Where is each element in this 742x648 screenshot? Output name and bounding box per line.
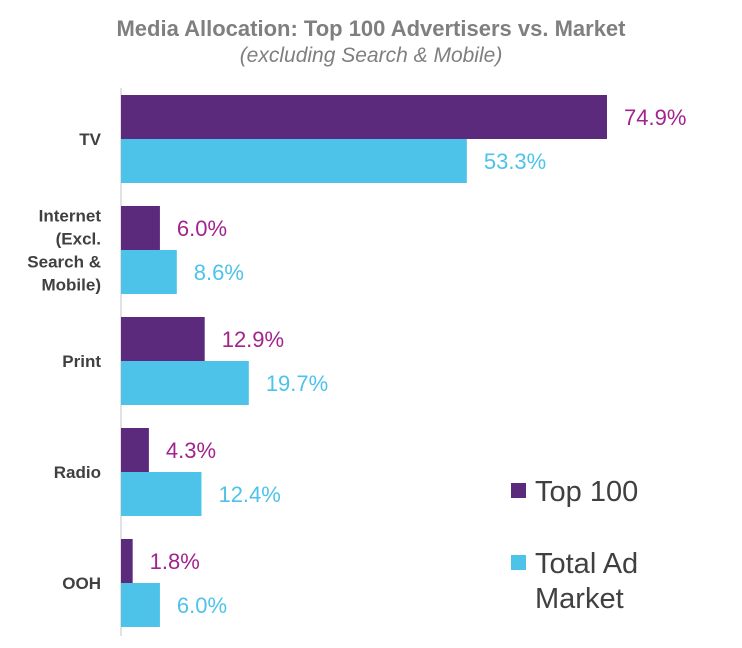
category-label-2-line-0: Print <box>62 352 101 371</box>
bar-market-2 <box>121 361 249 405</box>
bar-top100-3 <box>121 428 149 472</box>
category-label-1-line-0: Internet <box>39 207 102 226</box>
data-label-market-4: 6.0% <box>177 593 227 618</box>
data-label-market-2: 19.7% <box>266 371 328 396</box>
legend-label-market-line-1: Market <box>535 583 624 615</box>
category-label-1-line-3: Mobile) <box>42 276 102 295</box>
data-label-top100-1: 6.0% <box>177 216 227 241</box>
legend-label-market-line-0: Total Ad <box>535 548 638 580</box>
data-label-top100-4: 1.8% <box>150 549 200 574</box>
chart-subtitle: (excluding Search & Mobile) <box>239 44 503 67</box>
data-label-market-0: 53.3% <box>484 149 546 174</box>
bar-market-4 <box>121 583 160 627</box>
legend-swatch-market <box>511 555 526 570</box>
data-label-market-1: 8.6% <box>194 260 244 285</box>
bar-top100-0 <box>121 95 607 139</box>
bar-top100-4 <box>121 539 133 583</box>
data-label-top100-2: 12.9% <box>222 327 284 352</box>
legend-label-top100-line-0: Top 100 <box>535 476 638 508</box>
bar-market-0 <box>121 139 467 183</box>
category-label-1-line-1: (Excl. <box>56 230 101 249</box>
data-label-market-3: 12.4% <box>218 482 280 507</box>
category-label-4-line-0: OOH <box>62 574 101 593</box>
data-label-top100-0: 74.9% <box>624 105 686 130</box>
bar-top100-2 <box>121 317 205 361</box>
bar-market-1 <box>121 250 177 294</box>
bar-top100-1 <box>121 206 160 250</box>
category-label-0-line-0: TV <box>79 130 101 149</box>
data-label-top100-3: 4.3% <box>166 438 216 463</box>
legend-swatch-top100 <box>511 483 526 498</box>
category-label-3-line-0: Radio <box>54 463 101 482</box>
category-label-1-line-2: Search & <box>27 253 101 272</box>
bar-market-3 <box>121 472 202 516</box>
chart-title: Media Allocation: Top 100 Advertisers vs… <box>116 16 626 41</box>
